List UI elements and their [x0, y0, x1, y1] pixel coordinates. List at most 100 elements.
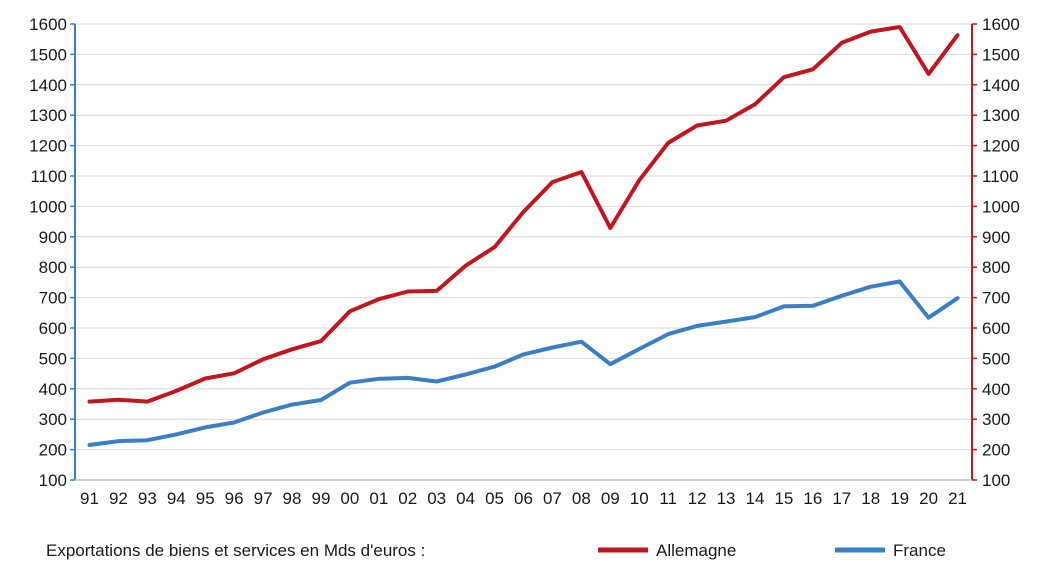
left-y-tick-label: 600 [39, 319, 67, 338]
x-tick-label: 05 [485, 489, 504, 508]
x-tick-label: 94 [167, 489, 186, 508]
x-tick-label: 17 [832, 489, 851, 508]
left-y-tick-label: 700 [39, 289, 67, 308]
data-point-france [348, 381, 352, 385]
x-tick-label: 98 [283, 489, 302, 508]
data-point-allemagne [522, 210, 526, 214]
data-point-allemagne [116, 398, 120, 402]
left-y-tick-label: 900 [39, 228, 67, 247]
right-y-tick-label: 200 [982, 441, 1010, 460]
x-tick-label: 99 [311, 489, 330, 508]
axes [70, 23, 977, 481]
data-point-france [869, 285, 873, 289]
x-tick-label: 04 [456, 489, 475, 508]
data-point-france [695, 324, 699, 328]
data-point-france [811, 304, 815, 308]
x-tick-label: 21 [948, 489, 967, 508]
left-y-tick-label: 1500 [29, 45, 67, 64]
data-point-france [724, 320, 728, 324]
data-point-allemagne [406, 290, 410, 294]
data-point-allemagne [753, 102, 757, 106]
left-y-tick-label: 200 [39, 441, 67, 460]
data-point-allemagne [608, 226, 612, 230]
x-tick-label: 06 [514, 489, 533, 508]
x-tick-label: 92 [109, 489, 128, 508]
data-point-allemagne [898, 25, 902, 29]
data-point-france [608, 362, 612, 366]
x-tick-label: 19 [890, 489, 909, 508]
data-point-allemagne [232, 371, 236, 375]
data-point-allemagne [377, 297, 381, 301]
left-y-tick-label: 1100 [30, 167, 67, 186]
data-point-france [753, 315, 757, 319]
data-point-allemagne [927, 72, 931, 76]
left-y-tick-label: 300 [39, 410, 67, 429]
legend-label-allemagne: Allemagne [656, 541, 736, 560]
data-point-france [579, 340, 583, 344]
data-point-allemagne [319, 339, 323, 343]
left-y-tick-label: 1000 [29, 197, 67, 216]
legend: Exportations de biens et services en Mds… [46, 541, 946, 560]
data-point-allemagne [695, 124, 699, 128]
left-y-tick-label: 800 [39, 258, 67, 277]
data-point-france [232, 421, 236, 425]
data-point-allemagne [637, 178, 641, 182]
x-tick-label: 14 [746, 489, 765, 508]
data-point-france [493, 365, 497, 369]
tick-labels: 1002003004005006007008009001000110012001… [29, 15, 1020, 508]
x-tick-label: 03 [427, 489, 446, 508]
x-tick-label: 10 [630, 489, 649, 508]
data-point-france [782, 304, 786, 308]
series-lines [87, 25, 960, 447]
data-point-france [464, 373, 468, 377]
series-line-allemagne [87, 25, 960, 404]
right-y-tick-label: 800 [982, 258, 1010, 277]
data-point-allemagne [579, 170, 583, 174]
data-point-allemagne [87, 400, 91, 404]
x-tick-label: 20 [919, 489, 938, 508]
data-point-allemagne [174, 389, 178, 393]
right-y-tick-label: 500 [982, 349, 1010, 368]
right-y-tick-label: 600 [982, 319, 1010, 338]
data-point-allemagne [348, 309, 352, 313]
data-point-allemagne [203, 376, 207, 380]
data-point-france [898, 279, 902, 283]
x-tick-label: 09 [601, 489, 620, 508]
data-point-france [435, 380, 439, 384]
data-point-allemagne [464, 264, 468, 268]
gridlines [75, 23, 972, 481]
right-y-tick-label: 1500 [982, 45, 1020, 64]
data-point-allemagne [782, 75, 786, 79]
data-point-allemagne [550, 180, 554, 184]
data-point-france [174, 432, 178, 436]
data-point-france [319, 398, 323, 402]
data-point-france [145, 438, 149, 442]
right-y-tick-label: 1600 [982, 15, 1020, 34]
x-tick-label: 15 [774, 489, 793, 508]
right-y-tick-label: 300 [982, 410, 1010, 429]
right-y-tick-label: 900 [982, 228, 1010, 247]
x-tick-label: 00 [340, 489, 359, 508]
data-point-france [116, 439, 120, 443]
right-y-tick-label: 1100 [982, 167, 1019, 186]
right-y-tick-label: 1300 [982, 106, 1020, 125]
legend-title: Exportations de biens et services en Mds… [46, 541, 425, 560]
right-y-tick-label: 400 [982, 380, 1010, 399]
left-y-tick-label: 1200 [29, 137, 67, 156]
data-point-france [87, 443, 91, 447]
left-y-tick-label: 100 [39, 471, 67, 490]
x-tick-label: 16 [803, 489, 822, 508]
x-tick-label: 91 [80, 489, 99, 508]
left-y-tick-label: 1300 [29, 106, 67, 125]
data-point-allemagne [435, 289, 439, 293]
data-point-france [840, 294, 844, 298]
x-tick-label: 97 [254, 489, 273, 508]
left-y-tick-label: 500 [39, 349, 67, 368]
data-point-allemagne [840, 41, 844, 45]
right-y-tick-label: 100 [982, 471, 1010, 490]
data-point-allemagne [290, 347, 294, 351]
data-point-allemagne [956, 33, 960, 37]
data-point-allemagne [666, 141, 670, 145]
